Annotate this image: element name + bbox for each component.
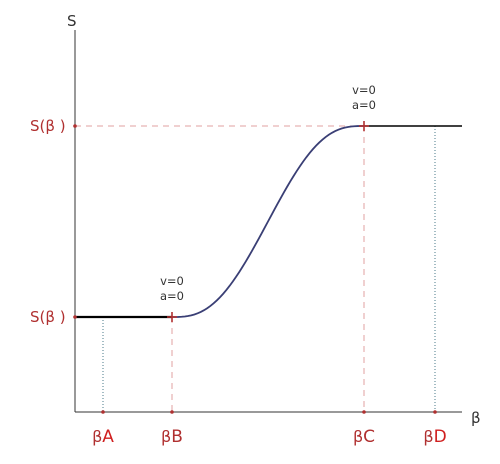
- x-tick-label-D: βD: [423, 427, 446, 447]
- x-tick-dot-B: [170, 410, 174, 414]
- y-tick-label-low: S(β ): [30, 308, 66, 326]
- y-tick-labels: S(β ) S(β ): [30, 117, 77, 326]
- x-tick-dot-A: [101, 410, 105, 414]
- annotation-start-line-0: v=0: [160, 274, 184, 288]
- annotation-end-line-0: v=0: [352, 83, 376, 97]
- curve-rise: [171, 125, 365, 318]
- y-tick-label-high: S(β ): [30, 117, 66, 135]
- x-tick-label-B: βB: [161, 427, 183, 447]
- x-tick-label-C: βC: [353, 427, 375, 447]
- plot-curves: [75, 125, 462, 319]
- x-tick-dot-D: [433, 410, 437, 414]
- y-axis-title: S: [67, 12, 77, 30]
- annotation-end-line-1: a=0: [352, 98, 376, 112]
- guide-lines: [75, 125, 436, 412]
- x-tick-labels: βA βB βC βD: [92, 410, 447, 447]
- annotation-start-line-1: a=0: [160, 289, 184, 303]
- point-markers: [167, 121, 369, 322]
- axes: S β: [67, 12, 481, 427]
- x-tick-dot-C: [362, 410, 366, 414]
- y-tick-dot-high: [73, 124, 77, 128]
- annotations: v=0a=0v=0a=0: [160, 83, 376, 303]
- x-tick-label-A: βA: [92, 427, 114, 447]
- y-tick-dot-low: [73, 315, 77, 319]
- x-axis-title: β: [471, 409, 481, 427]
